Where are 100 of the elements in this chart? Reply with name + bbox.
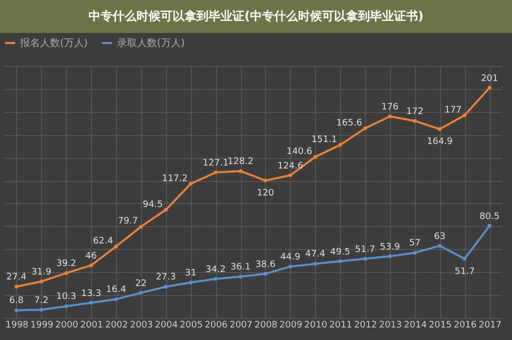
x-tick-label: 2003 <box>130 320 153 330</box>
point <box>238 274 242 279</box>
data-label: 140.6 <box>286 146 313 157</box>
data-label: 124.6 <box>277 161 304 172</box>
point <box>363 126 367 130</box>
x-tick-label: 2015 <box>428 320 452 330</box>
point <box>412 119 417 123</box>
point <box>188 182 193 186</box>
legend-label: 录取人数(万人) <box>117 38 185 49</box>
point <box>64 271 68 275</box>
point <box>39 280 44 284</box>
data-label: 27.4 <box>6 272 27 283</box>
data-label: 94.5 <box>142 200 163 210</box>
point <box>462 113 467 118</box>
chart-title: 中专什么时候可以拿到毕业证(中专什么时候可以拿到毕业证书) <box>0 0 512 33</box>
data-label: 44.9 <box>280 252 301 263</box>
data-label: 53.9 <box>380 242 400 252</box>
data-label: 39.2 <box>56 259 76 270</box>
point <box>412 250 417 255</box>
data-label: 22 <box>135 278 147 289</box>
data-label: 120 <box>256 188 274 199</box>
data-label: 177 <box>444 105 462 116</box>
point <box>488 224 492 228</box>
data-label: 63 <box>434 232 446 242</box>
point <box>214 276 218 281</box>
point <box>264 178 268 182</box>
data-label: 27.3 <box>156 272 176 283</box>
point <box>14 308 18 312</box>
point <box>388 114 392 118</box>
data-label: 164.9 <box>426 137 453 148</box>
point <box>139 290 143 295</box>
point <box>214 170 218 174</box>
point <box>114 244 118 248</box>
data-label: 16.4 <box>106 285 126 296</box>
point <box>438 127 442 131</box>
x-tick-label: 2006 <box>204 320 228 330</box>
point <box>39 308 44 312</box>
data-label: 13.3 <box>81 288 102 299</box>
x-tick-label: 2009 <box>279 320 303 330</box>
point <box>338 259 342 264</box>
x-tick-label: 2016 <box>454 320 477 330</box>
point <box>238 169 242 174</box>
x-tick-label: 2007 <box>230 320 253 330</box>
data-label: 38.6 <box>255 260 276 270</box>
x-tick-label: 2013 <box>378 320 402 330</box>
point <box>89 263 94 268</box>
point <box>363 256 367 261</box>
data-label: 34.2 <box>206 264 226 275</box>
data-label: 36.1 <box>230 262 251 273</box>
point <box>488 86 492 90</box>
x-tick-label: 2004 <box>154 320 178 330</box>
point <box>313 262 318 266</box>
data-label: 165.6 <box>336 118 362 128</box>
point <box>288 173 292 178</box>
point <box>388 254 392 258</box>
x-tick-label: 2008 <box>254 320 278 330</box>
data-label: 117.2 <box>162 174 188 184</box>
point <box>164 208 168 212</box>
data-label: 7.2 <box>34 296 49 306</box>
data-label: 79.7 <box>118 216 138 227</box>
point <box>64 304 68 308</box>
point <box>14 284 18 288</box>
data-label: 62.4 <box>93 236 114 247</box>
point <box>114 297 118 302</box>
x-tick-label: 2005 <box>180 320 203 330</box>
point <box>89 300 94 305</box>
data-label: 51.7 <box>454 266 475 277</box>
x-tick-label: 1998 <box>5 320 29 330</box>
point <box>462 256 467 261</box>
point <box>338 143 342 147</box>
data-label: 31.9 <box>31 267 52 278</box>
point <box>188 280 193 284</box>
point <box>288 264 292 268</box>
legend-label: 报名人数(万人) <box>19 37 88 49</box>
data-label: 176 <box>381 102 399 112</box>
data-label: 80.5 <box>480 212 500 222</box>
x-tick-label: 2002 <box>105 320 128 330</box>
data-label: 47.4 <box>305 250 326 260</box>
data-label: 201 <box>480 74 498 84</box>
data-label: 31 <box>185 268 196 278</box>
data-label: 49.5 <box>330 247 350 258</box>
point <box>164 284 168 289</box>
data-label: 10.3 <box>56 292 76 302</box>
data-label: 6.8 <box>9 296 24 306</box>
x-tick-label: 2017 <box>478 320 502 330</box>
data-label: 172 <box>406 106 424 117</box>
data-label: 127.1 <box>202 158 229 168</box>
x-tick-label: 2012 <box>354 320 378 330</box>
x-tick-label: 2011 <box>329 320 352 330</box>
data-label: 151.1 <box>311 134 338 145</box>
x-tick-label: 2001 <box>80 320 104 330</box>
point <box>139 224 143 229</box>
data-label: 128.2 <box>228 157 254 168</box>
x-tick-label: 2010 <box>304 320 328 330</box>
data-label: 57 <box>409 238 421 249</box>
data-label: 51.7 <box>355 244 376 255</box>
point <box>438 244 442 248</box>
x-tick-label: 2000 <box>55 320 78 330</box>
point <box>313 155 318 159</box>
x-tick-label: 1999 <box>30 320 54 330</box>
